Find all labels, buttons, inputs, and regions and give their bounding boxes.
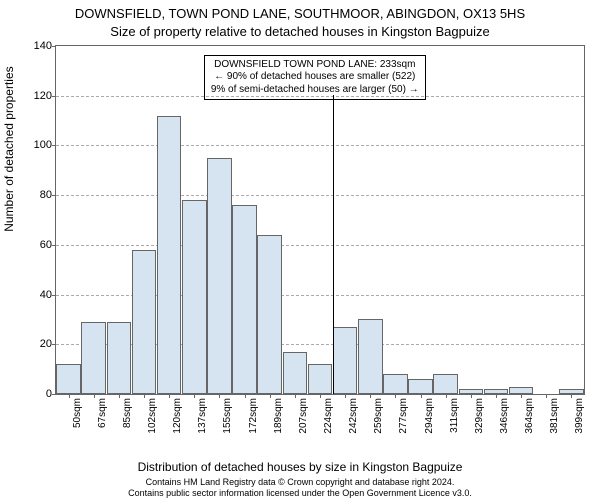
x-tick-label: 155sqm	[222, 398, 233, 434]
x-axis-label: Distribution of detached houses by size …	[0, 460, 600, 474]
x-tick-mark	[395, 394, 396, 398]
x-tick-label: 102sqm	[147, 398, 158, 434]
x-tick-mark	[169, 394, 170, 398]
x-tick-mark	[119, 394, 120, 398]
histogram-bar	[433, 374, 458, 394]
histogram-bar	[308, 364, 333, 394]
footer-line1: Contains HM Land Registry data © Crown c…	[8, 477, 592, 487]
x-tick-mark	[270, 394, 271, 398]
y-tick-mark	[52, 195, 56, 196]
x-tick-mark	[94, 394, 95, 398]
x-tick-label: 224sqm	[323, 398, 334, 434]
property-size-chart: DOWNSFIELD, TOWN POND LANE, SOUTHMOOR, A…	[0, 0, 600, 500]
y-tick-mark	[52, 145, 56, 146]
x-tick-mark	[546, 394, 547, 398]
y-tick-label: 60	[40, 239, 52, 251]
histogram-bar	[283, 352, 308, 394]
histogram-bar	[358, 319, 383, 394]
histogram-bar	[107, 322, 132, 394]
x-tick-label: 120sqm	[172, 398, 183, 434]
y-axis-label: Number of detached properties	[2, 66, 16, 231]
annotation-line2: ← 90% of detached houses are smaller (52…	[211, 71, 419, 84]
gridline	[56, 245, 584, 246]
x-tick-mark	[69, 394, 70, 398]
gridline	[56, 195, 584, 196]
annotation-line3: 9% of semi-detached houses are larger (5…	[211, 84, 419, 97]
histogram-bar	[257, 235, 282, 394]
x-tick-label: 242sqm	[348, 398, 359, 434]
x-tick-label: 259sqm	[373, 398, 384, 434]
chart-footer: Contains HM Land Registry data © Crown c…	[8, 477, 592, 498]
histogram-bar	[56, 364, 81, 394]
y-tick-mark	[52, 344, 56, 345]
x-tick-label: 137sqm	[197, 398, 208, 434]
histogram-bar	[408, 379, 433, 394]
x-tick-mark	[521, 394, 522, 398]
y-tick-label: 20	[40, 338, 52, 350]
y-tick-mark	[52, 245, 56, 246]
annotation-box: DOWNSFIELD TOWN POND LANE: 233sqm ← 90% …	[204, 55, 426, 101]
x-tick-label: 207sqm	[298, 398, 309, 434]
x-tick-mark	[144, 394, 145, 398]
x-tick-label: 277sqm	[398, 398, 409, 434]
x-tick-label: 311sqm	[449, 398, 460, 433]
x-tick-mark	[194, 394, 195, 398]
x-tick-mark	[370, 394, 371, 398]
chart-title-line1: DOWNSFIELD, TOWN POND LANE, SOUTHMOOR, A…	[0, 6, 600, 21]
histogram-bar	[132, 250, 157, 394]
y-tick-label: 120	[34, 90, 52, 102]
gridline	[56, 96, 584, 97]
x-tick-mark	[471, 394, 472, 398]
y-tick-label: 40	[40, 289, 52, 301]
x-tick-mark	[571, 394, 572, 398]
y-tick-label: 80	[40, 189, 52, 201]
x-tick-label: 381sqm	[549, 398, 560, 434]
histogram-bar	[81, 322, 106, 394]
histogram-bar	[182, 200, 207, 394]
x-tick-label: 50sqm	[72, 398, 83, 428]
histogram-bar	[157, 116, 182, 394]
histogram-bar	[333, 327, 358, 394]
x-tick-mark	[345, 394, 346, 398]
x-tick-label: 85sqm	[122, 398, 133, 428]
x-tick-label: 189sqm	[273, 398, 284, 434]
x-tick-mark	[295, 394, 296, 398]
histogram-bar	[509, 387, 534, 394]
y-tick-label: 140	[34, 40, 52, 52]
x-tick-mark	[219, 394, 220, 398]
x-tick-label: 67sqm	[97, 398, 108, 428]
x-tick-mark	[421, 394, 422, 398]
y-tick-mark	[52, 46, 56, 47]
x-tick-label: 364sqm	[524, 398, 535, 434]
histogram-bar	[383, 374, 408, 394]
plot-area: DOWNSFIELD TOWN POND LANE: 233sqm ← 90% …	[55, 45, 585, 395]
x-tick-mark	[245, 394, 246, 398]
chart-title-line2: Size of property relative to detached ho…	[0, 24, 600, 39]
y-tick-label: 100	[34, 139, 52, 151]
x-tick-label: 399sqm	[574, 398, 585, 434]
histogram-bar	[207, 158, 232, 394]
x-tick-label: 294sqm	[424, 398, 435, 434]
gridline	[56, 145, 584, 146]
y-tick-mark	[52, 295, 56, 296]
y-tick-mark	[52, 96, 56, 97]
x-tick-label: 172sqm	[248, 398, 259, 434]
annotation-line1: DOWNSFIELD TOWN POND LANE: 233sqm	[211, 59, 419, 72]
x-tick-label: 329sqm	[474, 398, 485, 434]
y-tick-label: 0	[46, 388, 52, 400]
x-tick-mark	[496, 394, 497, 398]
histogram-bar	[232, 205, 257, 394]
y-tick-mark	[52, 394, 56, 395]
footer-line2: Contains public sector information licen…	[8, 488, 592, 498]
x-tick-mark	[320, 394, 321, 398]
x-tick-mark	[446, 394, 447, 398]
property-marker-line	[333, 95, 334, 394]
x-tick-label: 346sqm	[499, 398, 510, 434]
